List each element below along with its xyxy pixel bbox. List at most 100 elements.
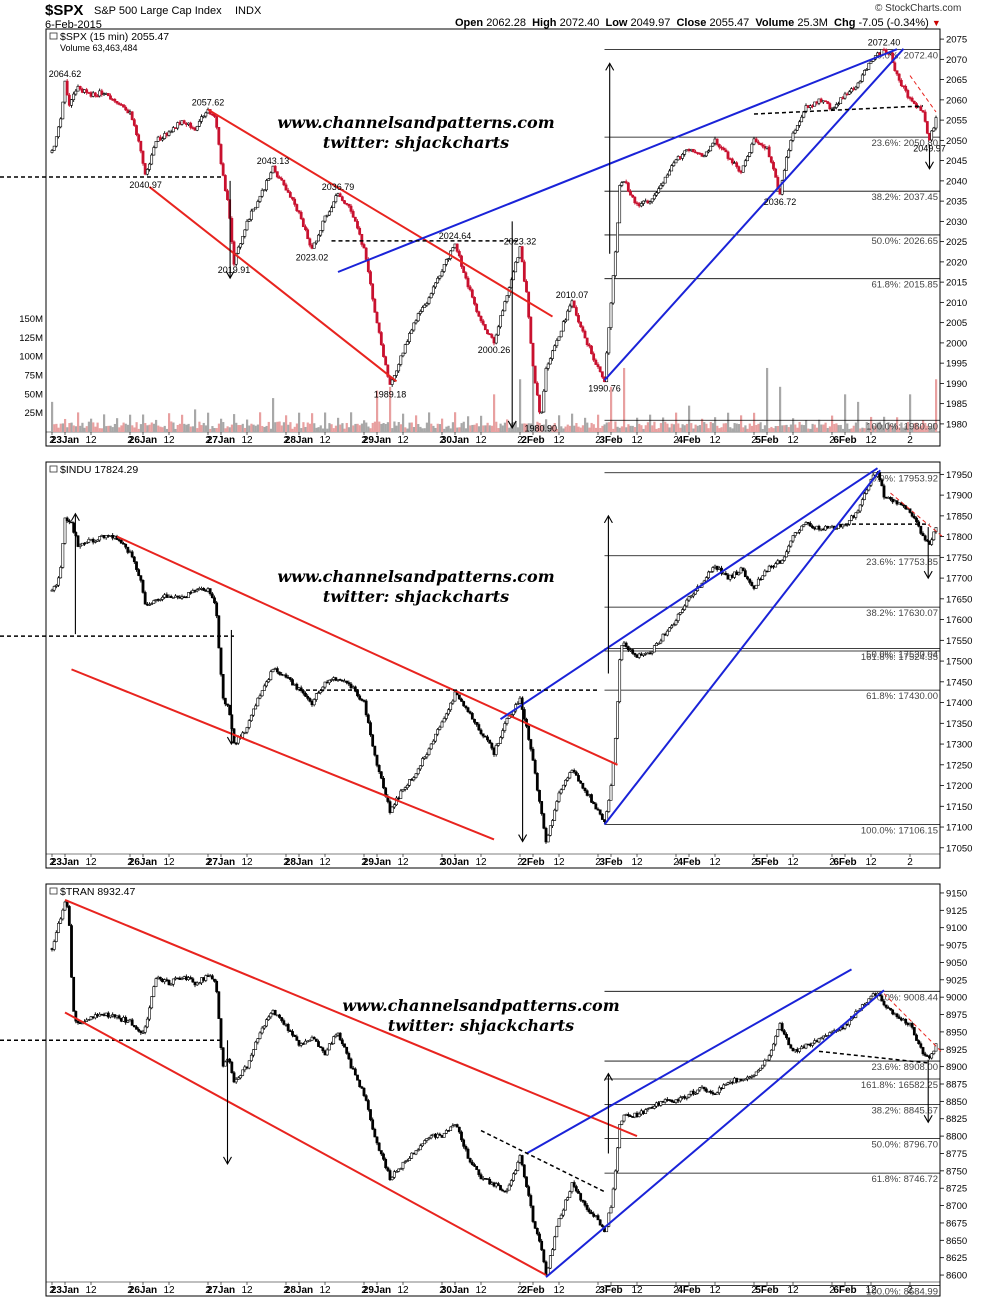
candle-body <box>559 789 563 794</box>
candle-body <box>683 150 687 155</box>
candle-body <box>288 677 292 680</box>
candle-body <box>239 243 242 248</box>
candle-body <box>462 701 466 707</box>
candle-body <box>434 282 437 288</box>
candle-body <box>418 765 422 770</box>
candle-body <box>113 98 117 102</box>
candle-body <box>590 345 593 355</box>
candle-body <box>652 194 656 200</box>
volume-bar <box>802 425 806 432</box>
candle-body <box>226 703 229 706</box>
candle-body <box>438 1133 442 1136</box>
candle-body <box>475 1165 479 1170</box>
volume-bar <box>770 426 773 432</box>
candle-body <box>171 597 175 599</box>
x-tick-label: 2 <box>907 1285 913 1296</box>
volume-bar <box>620 426 624 432</box>
candle-body <box>314 693 318 700</box>
candle-body <box>802 524 806 527</box>
candle-body <box>375 312 379 324</box>
volume-bar <box>928 426 931 432</box>
candle-body <box>282 1020 286 1025</box>
candle-body <box>210 975 214 980</box>
candle-body <box>600 371 604 378</box>
candle-body <box>150 154 154 165</box>
candle-body <box>624 181 628 184</box>
candle-body <box>399 790 403 799</box>
volume-bar <box>568 425 572 432</box>
volume-bar <box>833 423 836 432</box>
candle-body <box>87 538 91 543</box>
candle-body <box>759 1067 762 1071</box>
candle-body <box>687 596 691 601</box>
candle-body <box>50 150 54 153</box>
volume-bar <box>820 424 823 432</box>
candle-body <box>91 538 95 543</box>
candle-body <box>661 633 665 642</box>
price-annotation: 2057.62 <box>192 97 225 107</box>
candle-body <box>566 1197 570 1201</box>
candle-body <box>189 122 193 128</box>
volume-bar <box>458 427 461 432</box>
candle-body <box>722 1084 726 1089</box>
candle-body <box>709 145 713 152</box>
candle-body <box>414 773 418 778</box>
x-tick-label: 2 <box>595 1285 601 1296</box>
candle-body <box>839 97 843 105</box>
candle-body <box>698 1087 702 1091</box>
volume-bar <box>750 425 754 432</box>
volume-bar <box>92 422 95 432</box>
stockcharts-brand[interactable]: © StockCharts.com <box>875 3 962 14</box>
x-tick-label: 2 <box>439 435 445 446</box>
candle-body <box>208 588 212 595</box>
candle-body <box>52 145 56 151</box>
candle-body <box>529 739 533 750</box>
x-tick-label: 29Jan <box>363 435 391 446</box>
candle-body <box>895 1013 899 1018</box>
candle-body <box>358 695 362 700</box>
candle-body <box>377 1142 381 1151</box>
candle-body <box>76 1020 80 1024</box>
candle-body <box>817 525 821 530</box>
price-annotation: 2040.97 <box>129 180 162 190</box>
candle-body <box>915 1034 918 1041</box>
y-tick-label: 8850 <box>946 1097 967 1108</box>
red-channel-line <box>71 668 495 841</box>
candle-body <box>585 1204 589 1210</box>
candle-body <box>837 103 840 106</box>
candle-body <box>466 707 470 713</box>
volume-bar <box>551 425 554 432</box>
candle-body <box>171 127 175 133</box>
y-tick-label: 8775 <box>946 1149 967 1160</box>
candle-body <box>219 1018 223 1049</box>
candle-body <box>516 703 520 705</box>
candle-body <box>423 304 427 308</box>
volume-bar <box>293 426 296 432</box>
candle-body <box>566 777 570 781</box>
candle-body <box>858 81 862 84</box>
price-annotation: 2019.91 <box>218 265 251 275</box>
candle-body <box>330 207 333 213</box>
candle-body <box>832 107 836 109</box>
candle-body <box>278 1014 281 1018</box>
candle-body <box>475 303 479 312</box>
volume-bar <box>391 428 394 432</box>
x-tick-label: 12 <box>631 435 643 446</box>
x-tick-label: 2 <box>673 1285 679 1296</box>
volume-bar <box>300 428 303 432</box>
low-label: Low <box>605 17 628 29</box>
candle-body <box>754 1071 758 1076</box>
candle-body <box>501 1189 505 1192</box>
candle-body <box>709 571 713 573</box>
x-tick-label: 4Feb <box>677 435 700 446</box>
candle-body <box>782 556 786 561</box>
volume-bar <box>83 427 86 432</box>
volume-bar <box>512 422 515 432</box>
candle-body <box>215 981 219 993</box>
x-tick-label: 12 <box>787 1285 799 1296</box>
candle-body <box>633 653 637 656</box>
chart-date: 6-Feb-2015 <box>45 19 102 31</box>
x-tick-label: 12 <box>787 435 799 446</box>
candle-body <box>444 713 448 719</box>
volume-bar <box>714 417 717 432</box>
